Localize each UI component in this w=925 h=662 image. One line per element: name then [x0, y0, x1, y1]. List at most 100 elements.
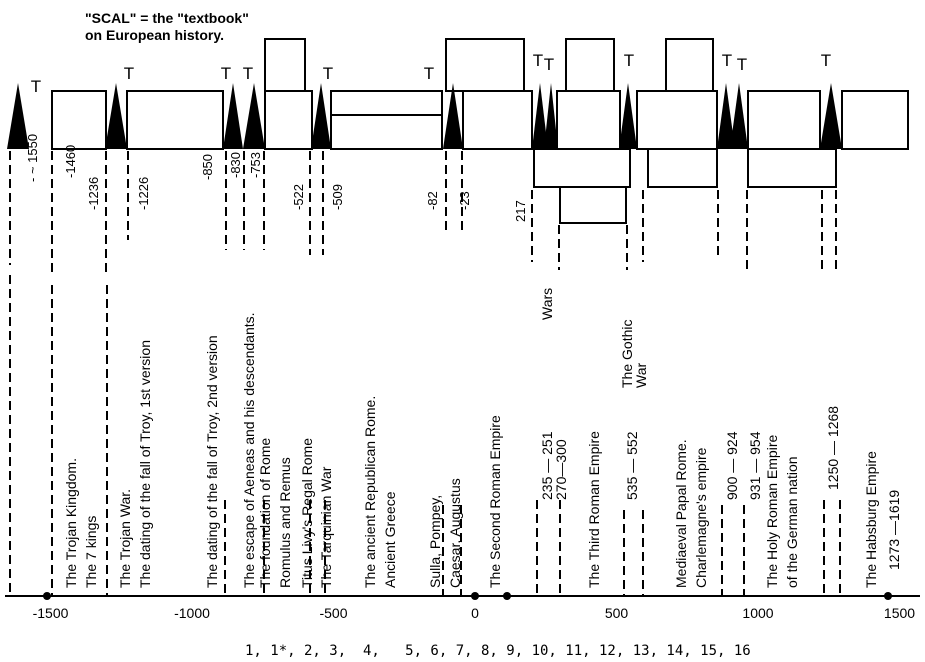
axis-point-3	[503, 592, 511, 600]
top-year-label-4: -1226	[136, 177, 151, 210]
event-label-1-line-2: The 7 kings	[83, 516, 99, 588]
triangle-10	[717, 83, 735, 149]
event-label-10-line-1: The Second Roman Empire	[487, 415, 503, 588]
axis-tick-label-6: 1000	[742, 605, 773, 621]
triangle-6	[443, 83, 463, 149]
era-blocks	[51, 38, 909, 224]
t-label-10: T	[722, 51, 732, 70]
header-line-1: "SCAL" = the "textbook"	[85, 10, 249, 26]
event-label-7: The Tarquinian War	[318, 466, 334, 588]
axis-point-4	[884, 592, 892, 600]
t-label-12: T	[821, 51, 831, 70]
event-label-16: 535 — 552	[624, 431, 640, 500]
event-labels: The Trojan Kingdom. The 7 kings The Trojan…	[63, 288, 902, 588]
block-trojan-era	[126, 90, 224, 150]
event-label-14-line-1: The Third Roman Empire	[586, 431, 602, 588]
block-third-empire	[556, 90, 621, 150]
triangle-2	[105, 83, 127, 149]
top-year-label-7: -753	[248, 152, 263, 178]
dashed-connectors	[9, 151, 841, 596]
event-label-4: The escape of Aeneas and his descendants…	[241, 312, 257, 588]
event-label-3: The dating of the fall of Troy, 2nd vers…	[204, 335, 220, 588]
event-label-1: The Trojan Kingdom. The 7 kings	[63, 458, 99, 588]
t-label-11: T	[737, 55, 747, 74]
event-label-17: Mediaeval Papal Rome. Charlemagne's empir…	[673, 439, 709, 588]
event-label-11-line-1: Wars	[539, 288, 555, 320]
triangle-1	[7, 83, 29, 149]
t-label-8: T	[544, 55, 554, 74]
triangle-5	[311, 83, 331, 149]
top-year-labels: - ~ 1550 -1460 -1236 -1226 -850 -830 -753 -522 -…	[25, 134, 528, 222]
block-regal-rome	[264, 90, 313, 150]
axis-tick-label-7: 1500	[884, 605, 915, 621]
event-label-3-line-1: The dating of the fall of Troy, 2nd vers…	[204, 335, 220, 588]
axis-tick-label-3: -500	[319, 605, 347, 621]
block-third-empire-lower-2	[559, 186, 627, 224]
block-second-empire-upper	[445, 38, 525, 92]
axis-tick-label-1: -1500	[33, 605, 69, 621]
top-year-label-1: - ~ 1550	[25, 134, 40, 182]
event-label-23-line-1: 1273 —1619	[886, 490, 902, 570]
event-label-5: The foundation of Rome Romulus and Remus	[257, 438, 293, 588]
event-label-4-line-1: The escape of Aeneas and his descendants…	[241, 312, 257, 588]
block-republican-rome-upper	[330, 90, 443, 116]
event-label-13: 270—300	[553, 439, 569, 500]
t-label-5: T	[323, 64, 333, 83]
sequence-numbers: 1, 1*, 2, 3, 4, 5, 6, 7, 8, 9, 10, 11, 1…	[245, 643, 751, 657]
axis-points	[43, 592, 892, 600]
block-papal-rome-upper	[665, 38, 714, 92]
header-line-2: on European history.	[85, 27, 224, 43]
event-label-21-line-1: 1250 — 1268	[825, 406, 841, 490]
event-label-2-line-1: The Trojan War.	[117, 489, 133, 588]
block-papal-rome-lower	[647, 148, 718, 188]
triangle-12	[820, 83, 842, 149]
top-year-label-5: -850	[200, 154, 215, 180]
event-label-5-line-1: The foundation of Rome	[257, 438, 273, 588]
triangle-11	[730, 83, 748, 149]
axis-tick-label-5: 500	[605, 605, 629, 621]
block-trojan-kingdom	[51, 90, 107, 150]
event-label-18-line-1: 900 — 924	[724, 431, 740, 500]
block-third-empire-upper	[565, 38, 615, 92]
block-holy-roman-empire-lower	[747, 148, 837, 188]
event-label-10: The Second Roman Empire	[487, 415, 503, 588]
t-labels: TT T T T TT T T T T T	[31, 51, 831, 96]
triangle-9	[619, 83, 637, 149]
block-holy-roman-empire	[747, 90, 821, 150]
event-label-20-line-1: The Holy Roman Empire	[764, 435, 780, 588]
event-label-9-line-2: Caesar, Augustus	[447, 478, 463, 588]
block-third-empire-lower	[533, 148, 631, 188]
axis-ticks: -1500 -1000 -500 0 500 1000 1500	[33, 605, 916, 621]
event-label-2: The Trojan War. The dating of the fall of…	[117, 340, 153, 588]
event-label-23: 1273 —1619	[886, 490, 902, 570]
event-label-15-line-1: The Gothic	[619, 320, 635, 388]
event-label-17-line-2: Charlemagne's empire	[693, 447, 709, 588]
event-label-1-line-1: The Trojan Kingdom.	[63, 458, 79, 588]
event-label-19: 931 — 954	[747, 431, 763, 500]
event-label-8: The ancient Republican Rome. Ancient Gree…	[362, 396, 398, 588]
t-label-6: T	[424, 64, 434, 83]
top-year-label-12: 217	[513, 200, 528, 222]
event-label-20-line-2: of the German nation	[784, 456, 800, 588]
event-label-18: 900 — 924	[724, 431, 740, 500]
top-year-label-3: -1236	[86, 177, 101, 210]
event-label-2-line-2: The dating of the fall of Troy, 1st vers…	[137, 340, 153, 588]
event-label-12-line-1: 235 — 251	[539, 431, 555, 500]
t-label-7: T	[533, 51, 543, 70]
top-year-label-10: -82	[425, 191, 440, 210]
triangle-8	[544, 83, 558, 149]
event-label-9-line-1: Sulla, Pompey,	[427, 495, 443, 588]
event-label-16-line-1: 535 — 552	[624, 431, 640, 500]
top-year-label-11: -23	[457, 191, 472, 210]
event-label-9: Sulla, Pompey, Caesar, Augustus	[427, 478, 463, 588]
block-second-empire	[462, 90, 533, 150]
triangle-4	[243, 83, 265, 149]
t-label-1: T	[31, 77, 41, 96]
event-label-7-line-1: The Tarquinian War	[318, 466, 334, 588]
event-label-22-line-1: The Habsburg Empire	[863, 451, 879, 588]
t-label-9: T	[624, 51, 634, 70]
event-label-5-line-2: Romulus and Remus	[277, 457, 293, 588]
event-label-8-line-2: Ancient Greece	[382, 491, 398, 588]
